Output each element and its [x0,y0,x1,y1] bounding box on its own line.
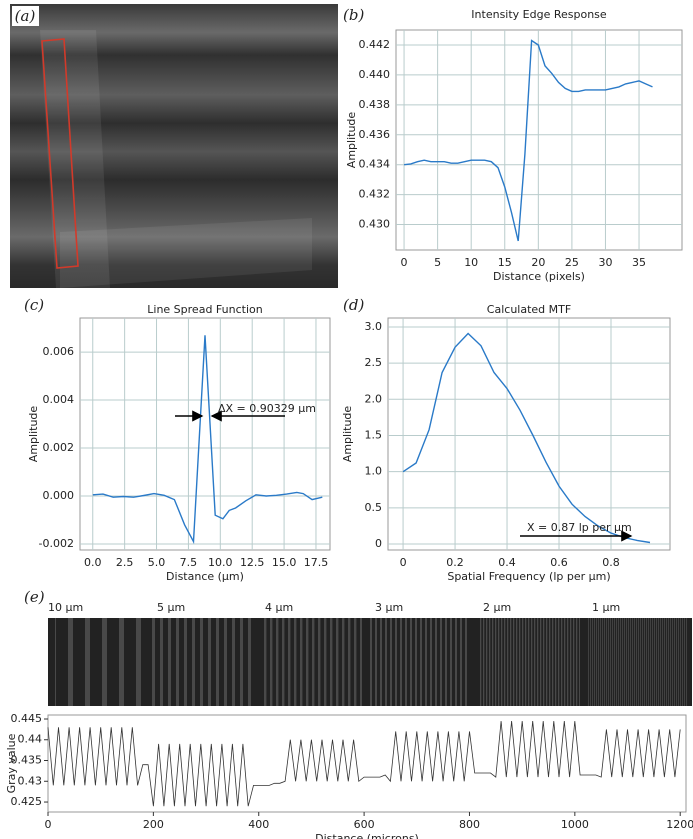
panel-label: (d) [343,296,364,314]
y-tick-label: 0.434 [359,158,391,171]
y-tick-label: 0.438 [359,98,391,111]
x-tick-label: 1200 [666,818,693,831]
y-tick-label: 0.432 [359,188,391,201]
y-tick-label: 0.44 [18,733,43,746]
panel-label: (b) [343,6,364,24]
x-tick-label: 20 [531,256,545,269]
strip-label: 3 μm [375,601,403,614]
x-tick-label: 17.5 [304,556,329,569]
data-line [402,332,651,544]
stripes [588,618,688,706]
strip-label: 2 μm [483,601,511,614]
strip-label: 1 μm [592,601,620,614]
stripes [370,618,470,706]
x-tick-label: 0.0 [84,556,102,569]
x-tick-label: 0.6 [550,556,568,569]
x-tick-label: 0 [400,556,407,569]
y-axis-label: Amplitude [345,112,358,169]
stripes [55,618,150,706]
y-axis-label: Amplitude [341,406,354,463]
y-tick-label: 1.0 [365,465,383,478]
y-tick-label: 0.436 [359,128,391,141]
panel-label: (a) [15,7,36,25]
y-tick-label: 1.5 [365,428,383,441]
plot-frame [47,714,687,813]
y-tick-label: 0.5 [365,501,383,514]
annotation: X = 0.87 lp per μm [527,521,632,534]
y-tick-label: 0.43 [18,774,43,787]
y-tick-label: 0.440 [359,68,391,81]
chart-title: Intensity Edge Response [471,8,607,21]
x-tick-label: 2.5 [116,556,134,569]
x-tick-label: 35 [632,256,646,269]
y-tick-label: 0.442 [359,38,391,51]
y-tick-label: 2.5 [365,356,383,369]
strip-image: (e) [24,588,692,706]
x-tick-label: 25 [565,256,579,269]
x-axis-label: Distance (microns) [315,832,419,839]
x-tick-label: 15 [498,256,512,269]
roi-box [41,38,79,269]
y-tick-label: 0.425 [11,795,43,808]
y-tick-label: 0.430 [359,218,391,231]
y-tick-label: -0.002 [39,537,74,550]
label-bg [12,6,39,26]
annotation: ΔX = 0.90329 μm [218,402,316,415]
y-tick-label: 0.002 [43,441,75,454]
plot-frame [79,317,331,551]
chart-title: Line Spread Function [147,303,262,316]
y-tick-label: 0 [375,537,382,550]
x-axis-label: Distance (μm) [166,570,244,583]
x-tick-label: 0 [45,818,52,831]
data-line [404,39,653,242]
overlay-region [40,30,110,288]
x-tick-label: 10.0 [208,556,233,569]
plot-frame [395,29,683,251]
y-axis-label: Gray value [5,733,18,793]
plot-frame [387,317,671,551]
chart-title: Calculated MTF [487,303,571,316]
data-line [47,721,681,807]
y-tick-label: 0.445 [11,712,43,725]
x-tick-label: 5 [434,256,441,269]
x-tick-label: 12.5 [240,556,265,569]
x-tick-label: 0.4 [498,556,516,569]
x-tick-label: 200 [143,818,164,831]
overlay-region [60,218,312,288]
x-tick-label: 5.0 [148,556,166,569]
x-axis-label: Spatial Frequency (lp per μm) [447,570,610,583]
image-panel: (a) [10,4,338,288]
y-tick-label: 0.435 [11,754,43,767]
x-tick-label: 15.0 [272,556,297,569]
x-tick-label: 0 [401,256,408,269]
x-tick-label: 400 [248,818,269,831]
y-tick-label: 0.000 [43,489,75,502]
y-tick-label: 3.0 [365,320,383,333]
y-axis-label: Amplitude [27,406,40,463]
x-tick-label: 7.5 [180,556,198,569]
x-axis-label: Distance (pixels) [493,270,585,283]
stripes [480,618,580,706]
x-tick-label: 0.8 [602,556,620,569]
x-tick-label: 10 [464,256,478,269]
stripes [262,618,362,706]
x-tick-label: 1000 [561,818,589,831]
y-tick-label: 2.0 [365,392,383,405]
y-tick-label: 0.004 [43,393,75,406]
panel-label: (c) [24,296,44,314]
x-tick-label: 600 [354,818,375,831]
y-tick-label: 0.006 [43,345,75,358]
x-tick-label: 0.2 [446,556,464,569]
data-line [92,335,323,545]
strip-label: 10 μm [48,601,83,614]
x-tick-label: 30 [598,256,612,269]
strip-label: 5 μm [157,601,185,614]
x-tick-label: 800 [459,818,480,831]
stripes [152,618,252,706]
strip-label: 4 μm [265,601,293,614]
panel-label: (e) [24,588,45,606]
